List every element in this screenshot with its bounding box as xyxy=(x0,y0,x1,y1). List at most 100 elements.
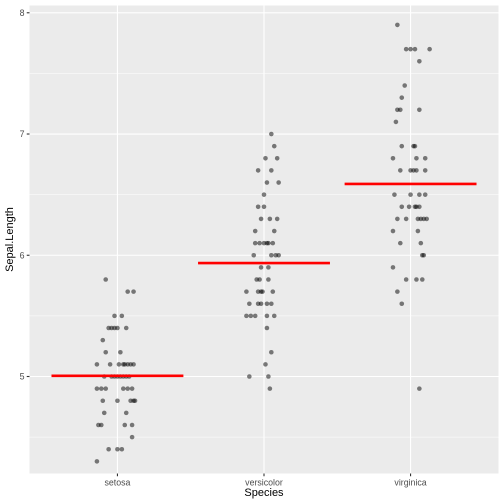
data-point xyxy=(269,301,274,307)
data-point xyxy=(118,349,123,355)
data-point xyxy=(119,446,125,452)
y-tick-label: 5 xyxy=(20,372,25,382)
data-point xyxy=(122,362,128,367)
data-point xyxy=(398,168,403,173)
data-point xyxy=(417,58,422,64)
data-point xyxy=(414,168,419,173)
data-point xyxy=(402,83,408,88)
data-point xyxy=(392,192,397,197)
data-point xyxy=(115,398,120,404)
data-point xyxy=(414,204,419,210)
data-point xyxy=(252,228,258,234)
data-point xyxy=(395,22,400,28)
data-point xyxy=(99,422,104,428)
data-point xyxy=(116,362,122,367)
x-tick-label: virginica xyxy=(394,478,426,488)
data-point xyxy=(395,216,400,222)
data-point xyxy=(417,192,422,197)
data-point xyxy=(267,216,273,222)
data-point xyxy=(390,228,396,234)
axes: 5 6 7 8 setosa versicolor virginica xyxy=(20,8,427,488)
data-point xyxy=(258,216,264,222)
data-point xyxy=(390,265,396,270)
data-point xyxy=(244,313,249,319)
data-point xyxy=(406,204,412,210)
data-point xyxy=(251,252,257,258)
data-point xyxy=(129,422,135,428)
data-point xyxy=(123,325,129,331)
data-point xyxy=(399,301,405,307)
data-point xyxy=(271,228,277,234)
data-point xyxy=(258,289,264,294)
data-point xyxy=(412,46,418,52)
data-point xyxy=(264,325,270,331)
data-point xyxy=(107,362,113,367)
data-point xyxy=(395,289,400,294)
data-point xyxy=(398,107,403,113)
data-point xyxy=(417,386,422,391)
data-point xyxy=(415,228,421,234)
data-point xyxy=(94,459,100,464)
data-point xyxy=(261,204,267,210)
data-point xyxy=(422,155,428,161)
data-point xyxy=(263,362,268,367)
data-point xyxy=(266,374,271,379)
y-axis-title: Sepal.Length xyxy=(4,207,16,272)
data-point xyxy=(417,107,422,113)
data-point xyxy=(408,192,413,197)
data-point xyxy=(125,289,130,294)
data-point xyxy=(269,168,274,173)
data-point xyxy=(94,362,100,367)
data-point xyxy=(271,313,277,319)
data-point xyxy=(106,446,111,452)
data-point xyxy=(247,301,252,307)
data-point xyxy=(266,277,271,282)
x-tick-label: setosa xyxy=(104,478,130,488)
data-point xyxy=(100,337,106,343)
data-point xyxy=(252,240,258,246)
data-point xyxy=(399,95,405,100)
data-point xyxy=(399,143,405,149)
data-point xyxy=(248,313,254,319)
data-point xyxy=(244,289,249,294)
data-point xyxy=(269,131,274,137)
data-point xyxy=(414,155,419,161)
data-point xyxy=(398,240,403,246)
data-point xyxy=(131,362,136,367)
data-point xyxy=(422,168,428,173)
data-point xyxy=(99,386,104,391)
data-point xyxy=(125,386,130,391)
data-point xyxy=(399,204,405,210)
data-point xyxy=(264,313,270,319)
data-point xyxy=(424,216,429,222)
data-point xyxy=(418,240,424,246)
data-point xyxy=(247,374,252,379)
data-point xyxy=(115,446,120,452)
x-axis-title: Species xyxy=(244,487,284,499)
data-point xyxy=(427,46,432,52)
data-point xyxy=(255,204,261,210)
data-point xyxy=(129,434,135,440)
data-point xyxy=(270,289,276,294)
data-point xyxy=(101,410,107,416)
data-point xyxy=(123,410,129,416)
data-point xyxy=(103,386,109,391)
data-point xyxy=(274,216,280,222)
data-point xyxy=(412,143,418,149)
data-point xyxy=(121,386,126,391)
data-point xyxy=(274,155,280,161)
data-point xyxy=(119,313,125,319)
data-point xyxy=(403,46,409,52)
data-point xyxy=(122,422,128,428)
data-point xyxy=(390,155,396,161)
data-point xyxy=(129,386,135,391)
data-point xyxy=(258,265,264,270)
data-point xyxy=(94,386,100,391)
data-point xyxy=(267,386,273,391)
data-point xyxy=(266,240,271,246)
data-point xyxy=(112,313,117,319)
data-point xyxy=(270,240,276,246)
data-point xyxy=(131,289,136,294)
data-point xyxy=(269,252,274,258)
